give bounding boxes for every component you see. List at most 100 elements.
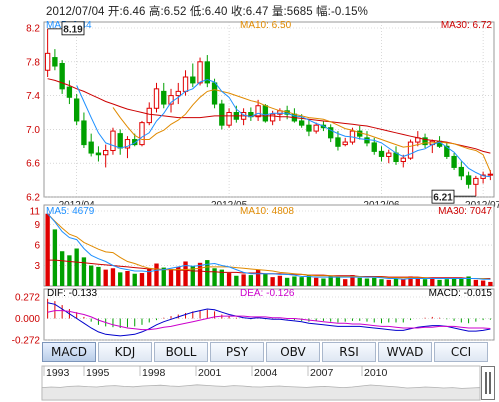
volume-ma10-line: [47, 213, 491, 280]
volume-bar: [270, 277, 275, 286]
macd-value-legend: MACD: -0.015: [429, 288, 493, 299]
volume-bar: [401, 279, 406, 286]
tab-rsi[interactable]: RSI: [322, 342, 376, 362]
candle-body: [487, 173, 494, 176]
candle-body: [451, 155, 457, 168]
volume-tick-label: 9: [34, 220, 40, 231]
tab-wvad[interactable]: WVAD: [378, 342, 432, 362]
tab-macd[interactable]: MACD: [42, 342, 96, 362]
volume-bar: [473, 279, 479, 286]
volume-ma10-legend: MA10: 4808: [240, 206, 294, 217]
volume-bar: [350, 275, 355, 286]
volume-tick-label: 11: [30, 207, 41, 218]
candle-body: [175, 90, 181, 97]
volume-bar: [451, 277, 457, 286]
volume-bar: [67, 255, 72, 286]
price-tick-label: 7.0: [26, 125, 40, 136]
volume-bar: [343, 279, 348, 286]
volume-bar: [422, 279, 428, 286]
tab-boll[interactable]: BOLL: [154, 342, 208, 362]
price-ma10-line: [112, 89, 491, 172]
high-label: 高:: [148, 6, 164, 18]
volume-bar: [459, 278, 464, 286]
volume-bar: [234, 275, 239, 286]
volume-bar: [248, 275, 254, 286]
volume-bar: [488, 281, 493, 286]
open-value: 6.46: [122, 6, 146, 18]
candle-body: [407, 141, 414, 159]
candle-body: [226, 112, 232, 126]
candle-body: [139, 122, 145, 146]
candle-body: [269, 113, 276, 122]
volume-tick-label: 3: [34, 261, 40, 272]
candle-body: [480, 174, 486, 179]
macd-dea-line: [47, 310, 491, 331]
candle-body: [146, 107, 152, 124]
range-scroll-handle[interactable]: [481, 366, 495, 400]
macd-dif-legend: DIF: -0.133: [47, 288, 97, 299]
candle-body: [378, 150, 385, 157]
candle-body: [306, 124, 312, 132]
close-value: 6.47: [245, 6, 269, 18]
volume-bar: [321, 278, 326, 286]
indicator-tabs: MACD KDJ BOLL PSY OBV RSI WVAD CCI: [42, 342, 490, 364]
candle-body: [190, 76, 196, 84]
volume-bar: [408, 276, 413, 286]
candle-body: [153, 88, 160, 109]
volume-value: 5685: [286, 6, 313, 18]
candle-body: [81, 120, 87, 146]
candle-body: [400, 157, 406, 163]
volume-bar: [219, 269, 224, 286]
volume-bar: [161, 267, 166, 286]
low-marker-box: [431, 189, 455, 204]
candle-body: [168, 95, 174, 105]
tab-psy[interactable]: PSY: [210, 342, 264, 362]
candle-body: [66, 86, 73, 98]
candle-body: [328, 127, 334, 139]
quote-header: 2012/07/04 开:6.46 高:6.52 低:6.40 收:6.47 量…: [46, 3, 368, 19]
volume-bar: [81, 257, 87, 286]
candle-body: [342, 141, 348, 146]
quote-date: 2012/07/04: [46, 6, 105, 18]
volume-bar: [306, 275, 312, 286]
macd-tick-label: -0.272: [12, 336, 41, 347]
volume-bar: [430, 278, 435, 286]
volume-label: 量:: [271, 6, 287, 18]
volume-bar: [154, 263, 159, 286]
candle-body: [458, 166, 465, 177]
volume-bar: [183, 261, 188, 286]
volume-bar: [226, 273, 232, 286]
close-label: 收:: [230, 6, 246, 18]
low-value: 6.40: [204, 6, 228, 18]
tab-kdj[interactable]: KDJ: [98, 342, 152, 362]
candle-body: [262, 105, 269, 122]
overview-year-label: 2004: [254, 367, 278, 379]
candle-body: [255, 105, 261, 118]
volume-ma30-legend: MA30: 7047: [438, 206, 492, 217]
candle-body: [132, 139, 138, 146]
candle-body: [298, 120, 305, 126]
tab-cci[interactable]: CCI: [434, 342, 488, 362]
macd-dif-line: [47, 302, 491, 337]
volume-bar: [379, 279, 384, 286]
tab-obv[interactable]: OBV: [266, 342, 320, 362]
candle-body: [103, 150, 109, 156]
low-marker-label: 6.21: [433, 193, 453, 204]
candle-body: [44, 52, 51, 71]
candle-body: [364, 137, 370, 144]
candle-body: [465, 175, 472, 185]
open-label: 开:: [107, 6, 123, 18]
volume-bar: [263, 273, 268, 286]
volume-bar: [139, 273, 145, 286]
price-ma10-legend: MA10: 6.50: [240, 20, 292, 31]
volume-bar: [444, 279, 449, 286]
volume-bar: [89, 265, 94, 286]
volume-bar: [59, 251, 65, 286]
candle-body: [95, 152, 102, 156]
overview-year-label: 2007: [310, 367, 334, 379]
candle-body: [473, 177, 479, 185]
candle-body: [110, 130, 116, 152]
candle-body: [386, 152, 392, 157]
candle-body: [444, 145, 450, 157]
